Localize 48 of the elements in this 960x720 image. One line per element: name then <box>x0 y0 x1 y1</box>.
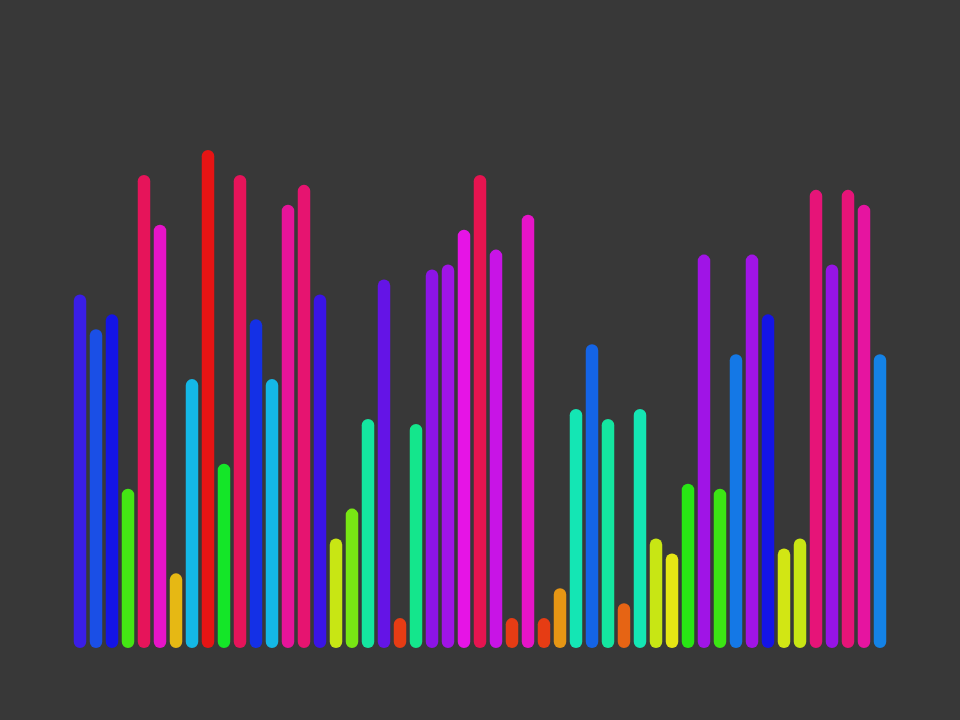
bar <box>521 214 535 648</box>
bar <box>585 344 599 648</box>
bar <box>473 174 487 648</box>
bar <box>665 553 679 648</box>
bar <box>249 319 263 648</box>
bar <box>633 408 647 648</box>
bar <box>185 379 199 648</box>
bar <box>553 588 567 648</box>
bar <box>377 279 391 648</box>
bar <box>121 488 135 648</box>
bar <box>297 184 311 648</box>
bar <box>761 314 775 648</box>
bar <box>729 354 743 648</box>
bar <box>345 508 359 648</box>
bar <box>617 603 631 648</box>
bar <box>793 538 807 648</box>
bar <box>841 189 855 648</box>
bar <box>329 538 343 648</box>
bar <box>233 174 247 648</box>
bar <box>569 408 583 648</box>
bar <box>697 254 711 648</box>
bar <box>857 204 871 648</box>
bar <box>649 538 663 648</box>
bar <box>681 483 695 648</box>
bar <box>425 269 439 648</box>
bar <box>409 423 423 648</box>
bar <box>441 264 455 648</box>
bar <box>713 488 727 648</box>
bar <box>201 150 215 648</box>
bar <box>153 224 167 648</box>
bar <box>601 418 615 648</box>
bar <box>217 463 231 648</box>
bar <box>313 294 327 648</box>
bar <box>265 379 279 648</box>
bar <box>457 229 471 648</box>
bar <box>105 314 119 648</box>
bar <box>361 418 375 648</box>
bar <box>281 204 295 648</box>
bar <box>809 189 823 648</box>
bar <box>873 354 887 648</box>
bar <box>825 264 839 648</box>
bar <box>89 329 103 648</box>
bar <box>489 249 503 648</box>
bar <box>137 174 151 648</box>
bar <box>73 294 87 648</box>
bar <box>777 548 791 648</box>
bar <box>745 254 759 648</box>
bar <box>169 573 183 648</box>
